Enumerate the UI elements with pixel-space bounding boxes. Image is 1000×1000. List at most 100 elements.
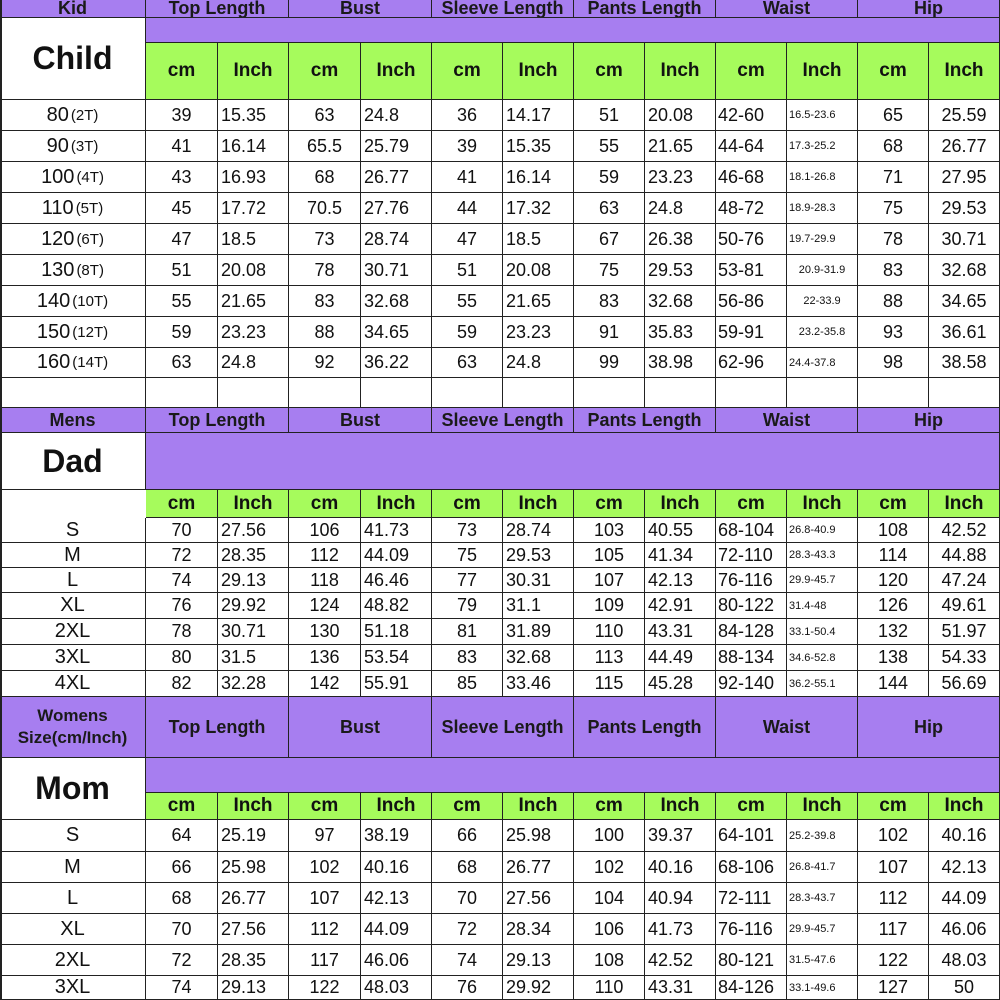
value-cell: 31.1 [503,593,574,619]
value-cell: 107 [289,883,361,914]
value-cell: 110 [574,619,645,645]
column-header: Sleeve Length [432,408,574,433]
value-cell: 43 [146,162,218,193]
value-cell: 38.19 [361,820,432,852]
purple-bar [146,433,1000,490]
value-cell: 24.8 [503,348,574,378]
value-cell: 26.77 [218,883,289,914]
value-cell: 83 [574,286,645,317]
value-cell: 42.52 [645,945,716,976]
waist-cm-cell: 46-68 [716,162,787,193]
unit-cm: cm [716,793,787,820]
value-cell: 31.89 [503,619,574,645]
unit-cm: cm [432,43,503,100]
value-cell: 82 [146,671,218,697]
value-cell: 30.71 [218,619,289,645]
value-cell: 18.5 [503,224,574,255]
waist-inch-cell: 31.4-48 [787,593,858,619]
value-cell: 48.82 [361,593,432,619]
value-cell: 68 [858,131,929,162]
waist-cm-cell: 88-134 [716,645,787,671]
value-cell: 32.68 [361,286,432,317]
waist-cm-cell: 80-121 [716,945,787,976]
size-label: 80 (2T) [0,100,146,131]
column-header: Pants Length [574,697,716,758]
value-cell: 25.98 [503,820,574,852]
value-cell: 118 [289,568,361,593]
value-cell: 27.56 [218,914,289,945]
unit-inch: Inch [361,43,432,100]
column-header: Top Length [146,0,289,18]
value-cell: 28.35 [218,945,289,976]
waist-cm-cell: 50-76 [716,224,787,255]
column-header: Hip [858,408,1000,433]
value-cell: 21.65 [218,286,289,317]
value-cell: 51 [432,255,503,286]
unit-inch: Inch [503,490,574,518]
value-cell: 105 [574,543,645,568]
section-label-dad: Dad [0,433,146,490]
waist-cm-cell: 53-81 [716,255,787,286]
unit-inch: Inch [218,43,289,100]
value-cell: 36 [432,100,503,131]
value-cell: 59 [146,317,218,348]
value-cell: 65.5 [289,131,361,162]
waist-inch-cell: 17.3-25.2 [787,131,858,162]
value-cell: 26.77 [929,131,1000,162]
value-cell: 51 [574,100,645,131]
value-cell: 17.32 [503,193,574,224]
value-cell: 74 [146,568,218,593]
value-cell: 47.24 [929,568,1000,593]
waist-inch-cell: 33.1-49.6 [787,976,858,1000]
value-cell: 28.34 [503,914,574,945]
value-cell: 42.13 [645,568,716,593]
value-cell: 28.74 [503,518,574,543]
value-cell: 68 [146,883,218,914]
column-header: Hip [858,697,1000,758]
value-cell: 117 [858,914,929,945]
value-cell: 63 [574,193,645,224]
waist-cm-cell: 64-101 [716,820,787,852]
value-cell: 63 [146,348,218,378]
blank-cell [787,378,858,408]
size-label: 160 (14T) [0,348,146,378]
value-cell: 70 [146,914,218,945]
size-label: M [0,543,146,568]
value-cell: 15.35 [503,131,574,162]
value-cell: 144 [858,671,929,697]
value-cell: 41 [432,162,503,193]
value-cell: 51.18 [361,619,432,645]
value-cell: 75 [432,543,503,568]
value-cell: 42.52 [929,518,1000,543]
table-left-border [0,0,2,1000]
value-cell: 70 [432,883,503,914]
value-cell: 20.08 [503,255,574,286]
mens-header: Mens [0,408,146,433]
waist-cm-cell: 44-64 [716,131,787,162]
value-cell: 23.23 [503,317,574,348]
waist-cm-cell: 59-91 [716,317,787,348]
value-cell: 120 [858,568,929,593]
value-cell: 66 [432,820,503,852]
value-cell: 79 [432,593,503,619]
value-cell: 102 [574,852,645,883]
value-cell: 39 [432,131,503,162]
value-cell: 40.55 [645,518,716,543]
value-cell: 32.68 [645,286,716,317]
blank-cell [361,378,432,408]
value-cell: 107 [574,568,645,593]
waist-cm-cell: 76-116 [716,914,787,945]
value-cell: 110 [574,976,645,1000]
value-cell: 67 [574,224,645,255]
unit-inch: Inch [503,43,574,100]
waist-cm-cell: 68-104 [716,518,787,543]
value-cell: 80 [146,645,218,671]
value-cell: 71 [858,162,929,193]
value-cell: 83 [289,286,361,317]
value-cell: 108 [858,518,929,543]
column-header: Hip [858,0,1000,18]
column-header: Pants Length [574,408,716,433]
unit-inch: Inch [929,490,1000,518]
value-cell: 126 [858,593,929,619]
unit-cm: cm [716,490,787,518]
